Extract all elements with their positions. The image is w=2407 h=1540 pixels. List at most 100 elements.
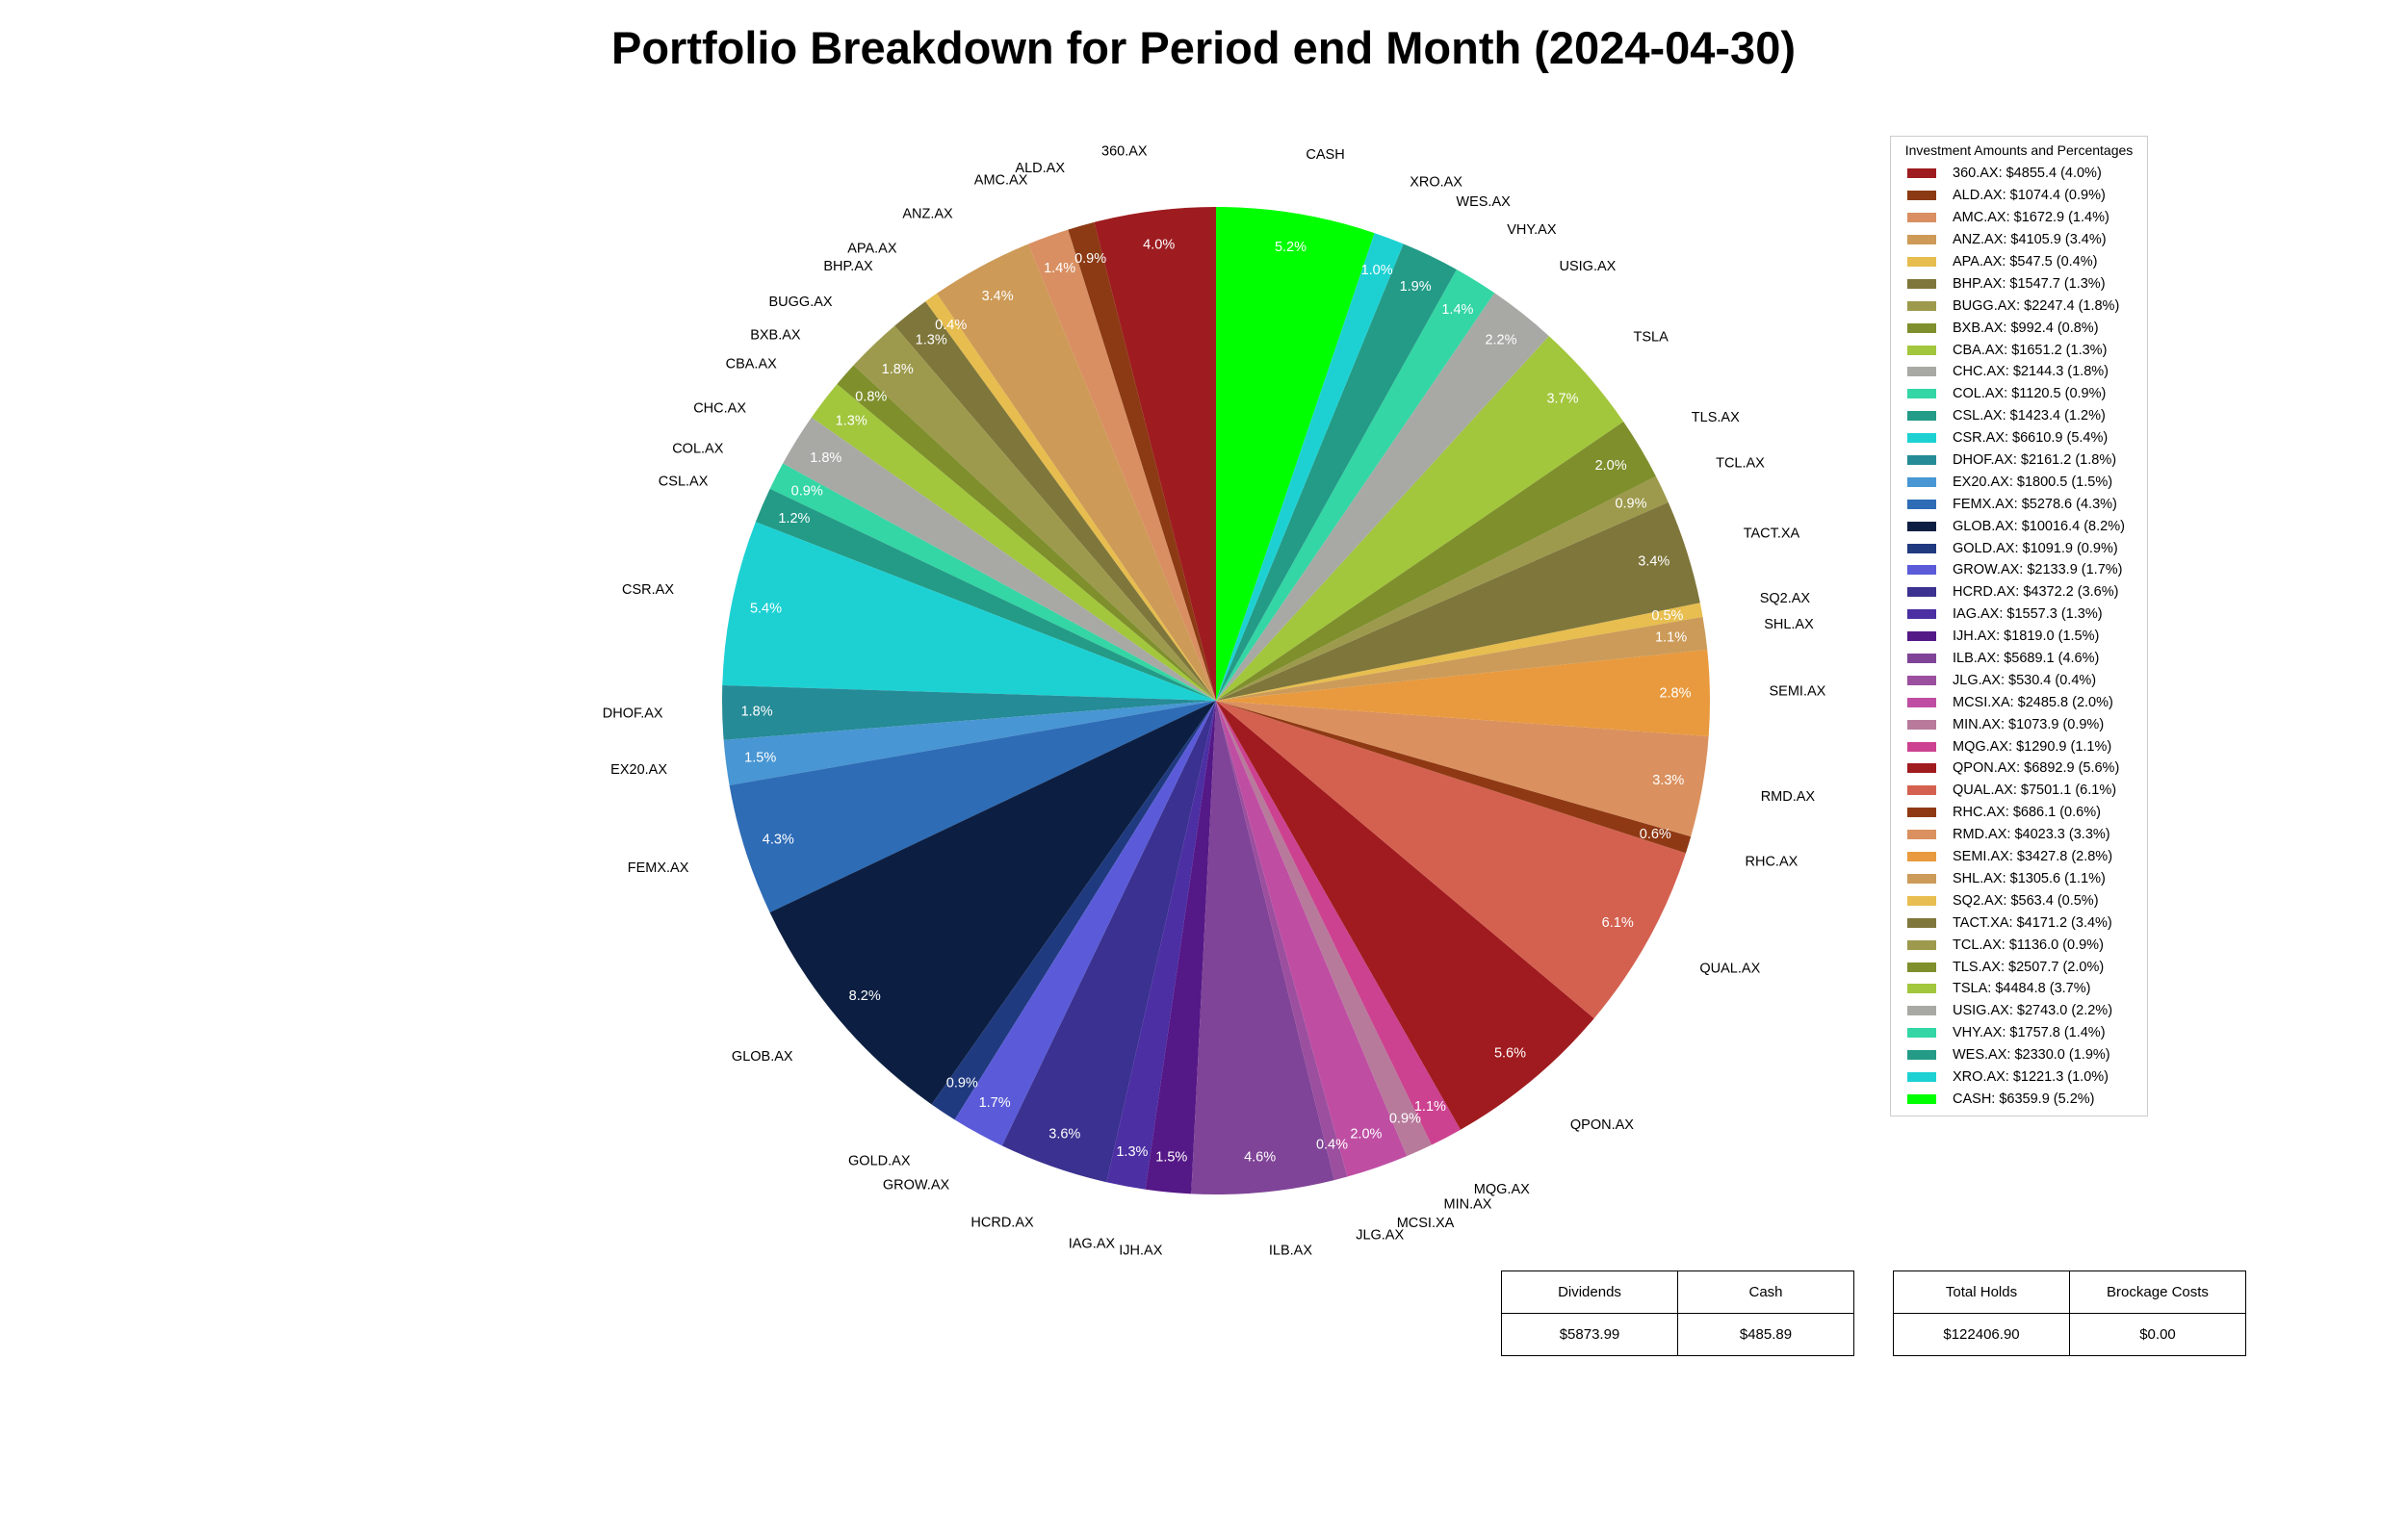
table-header-row: Dividends Cash xyxy=(1501,1270,1854,1314)
pie-slice-label: CHC.AX xyxy=(693,401,746,417)
pie-slice-label: GOLD.AX xyxy=(848,1154,911,1169)
legend-label: XRO.AX: $1221.3 (1.0%) xyxy=(1953,1068,2109,1085)
legend-label: EX20.AX: $1800.5 (1.5%) xyxy=(1953,474,2113,490)
pie-percent-label: 1.8% xyxy=(882,362,914,377)
legend-swatch xyxy=(1907,345,1936,355)
table-header-cell: Brockage Costs xyxy=(2069,1270,2246,1314)
pie-slice-sq2-ax xyxy=(1216,603,1703,701)
legend-swatch xyxy=(1907,962,1936,972)
legend-label: MIN.AX: $1073.9 (0.9%) xyxy=(1953,716,2105,732)
legend-item: XRO.AX: $1221.3 (1.0%) xyxy=(1891,1066,2147,1089)
pie-slice-label: MIN.AX xyxy=(1444,1196,1492,1212)
legend-swatch xyxy=(1907,455,1936,466)
legend-swatch xyxy=(1907,433,1936,444)
legend-swatch xyxy=(1907,411,1936,422)
legend-item: RMD.AX: $4023.3 (3.3%) xyxy=(1891,824,2147,846)
pie-slice-tact-xa xyxy=(1216,501,1700,701)
pie-percent-label: 2.0% xyxy=(1595,458,1627,474)
legend-label: TCL.AX: $1136.0 (0.9%) xyxy=(1953,937,2104,953)
legend-item: SHL.AX: $1305.6 (1.1%) xyxy=(1891,868,2147,890)
pie-percent-label: 0.9% xyxy=(791,484,823,500)
pie-percent-label: 5.4% xyxy=(750,602,782,617)
pie-slice-wes-ax xyxy=(1216,244,1457,702)
pie-percent-label: 1.3% xyxy=(836,414,867,429)
legend-item: DHOF.AX: $2161.2 (1.8%) xyxy=(1891,449,2147,472)
legend-swatch xyxy=(1907,1028,1936,1039)
legend-swatch xyxy=(1907,654,1936,664)
pie-slice-label: XRO.AX xyxy=(1410,175,1462,191)
legend-swatch xyxy=(1907,235,1936,245)
legend-swatch xyxy=(1907,1093,1936,1104)
legend-item: GROW.AX: $2133.9 (1.7%) xyxy=(1891,559,2147,581)
legend-swatch xyxy=(1907,1050,1936,1061)
legend-swatch xyxy=(1907,543,1936,553)
legend-item: SQ2.AX: $563.4 (0.5%) xyxy=(1891,889,2147,911)
legend-swatch xyxy=(1907,565,1936,576)
pie-slice-ex20-ax xyxy=(723,701,1216,785)
legend-swatch xyxy=(1907,830,1936,840)
legend-label: GROW.AX: $2133.9 (1.7%) xyxy=(1953,562,2123,578)
legend-label: IAG.AX: $1557.3 (1.3%) xyxy=(1953,606,2103,623)
legend-item: BHP.AX: $1547.7 (1.3%) xyxy=(1891,272,2147,295)
pie-slice-mcsi-xa xyxy=(1216,701,1408,1177)
legend-item: APA.AX: $547.5 (0.4%) xyxy=(1891,251,2147,273)
legend-label: VHY.AX: $1757.8 (1.4%) xyxy=(1953,1025,2106,1041)
pie-slice-label: GROW.AX xyxy=(883,1177,950,1193)
pie-percent-label: 2.0% xyxy=(1350,1127,1382,1142)
pie-slice-bhp-ax xyxy=(894,301,1216,701)
legend-title: Investment Amounts and Percentages xyxy=(1904,142,2134,158)
legend-swatch xyxy=(1907,1071,1936,1082)
legend-label: SHL.AX: $1305.6 (1.1%) xyxy=(1953,870,2106,886)
pie-percent-label: 2.8% xyxy=(1659,685,1691,701)
pie-slice-glob-ax xyxy=(769,701,1216,1105)
legend-label: CHC.AX: $2144.3 (1.8%) xyxy=(1953,364,2109,380)
legend-item: TCL.AX: $1136.0 (0.9%) xyxy=(1891,934,2147,956)
pie-percent-label: 3.3% xyxy=(1652,773,1684,788)
pie-percent-label: 0.4% xyxy=(935,318,967,333)
pie-slice-label: WES.AX xyxy=(1456,194,1511,210)
legend-label: CSL.AX: $1423.4 (1.2%) xyxy=(1953,408,2106,424)
pie-percent-label: 0.8% xyxy=(855,390,887,405)
pie-slice-label: HCRD.AX xyxy=(971,1215,1034,1230)
legend-item: QUAL.AX: $7501.1 (6.1%) xyxy=(1891,780,2147,802)
legend-item: ALD.AX: $1074.4 (0.9%) xyxy=(1891,185,2147,207)
pie-slice-col-ax xyxy=(769,463,1216,701)
legend-swatch xyxy=(1907,785,1936,796)
legend-swatch xyxy=(1907,191,1936,201)
legend-item: FEMX.AX: $5278.6 (4.3%) xyxy=(1891,493,2147,515)
legend-swatch xyxy=(1907,389,1936,399)
table-cell: $485.89 xyxy=(1677,1313,1854,1356)
pie-slice-label: VHY.AX xyxy=(1507,222,1557,238)
legend-item: ILB.AX: $5689.1 (4.6%) xyxy=(1891,648,2147,670)
pie-percent-label: 3.7% xyxy=(1546,392,1578,407)
legend-item: MCSI.XA: $2485.8 (2.0%) xyxy=(1891,691,2147,713)
legend-swatch xyxy=(1907,1006,1936,1016)
legend-item: SEMI.AX: $3427.8 (2.8%) xyxy=(1891,846,2147,868)
legend-swatch xyxy=(1907,719,1936,730)
legend-swatch xyxy=(1907,697,1936,707)
pie-slice-iag-ax xyxy=(1106,701,1216,1190)
legend: Investment Amounts and Percentages 360.A… xyxy=(1890,136,2148,1117)
pie-slice-cba-ax xyxy=(811,384,1216,701)
pie-slice-label: RHC.AX xyxy=(1746,855,1799,870)
legend-swatch xyxy=(1907,808,1936,818)
legend-label: ALD.AX: $1074.4 (0.9%) xyxy=(1953,188,2106,204)
chart-title: Portfolio Breakdown for Period end Month… xyxy=(611,22,1796,73)
legend-item: BUGG.AX: $2247.4 (1.8%) xyxy=(1891,295,2147,317)
legend-item: MQG.AX: $1290.9 (1.1%) xyxy=(1891,735,2147,757)
legend-label: CBA.AX: $1651.2 (1.3%) xyxy=(1953,342,2108,358)
pie-slice-label: TCL.AX xyxy=(1716,456,1765,472)
legend-label: MQG.AX: $1290.9 (1.1%) xyxy=(1953,738,2112,755)
legend-swatch xyxy=(1907,631,1936,642)
legend-label: WES.AX: $2330.0 (1.9%) xyxy=(1953,1047,2110,1064)
legend-item: IAG.AX: $1557.3 (1.3%) xyxy=(1891,603,2147,626)
legend-label: JLG.AX: $530.4 (0.4%) xyxy=(1953,672,2097,688)
pie-slice-cash xyxy=(1216,207,1375,701)
legend-item: CSR.AX: $6610.9 (5.4%) xyxy=(1891,427,2147,449)
pie-slice-label: CSR.AX xyxy=(622,582,674,598)
pie-slice-label: ILB.AX xyxy=(1269,1244,1312,1259)
legend-items: 360.AX: $4855.4 (4.0%) ALD.AX: $1074.4 (0… xyxy=(1891,163,2147,1110)
pie-slice-min-ax xyxy=(1216,701,1432,1157)
pie-percent-labels: 4.0%0.9%1.4%3.4%0.4%1.3%1.8%0.8%1.3%1.8%… xyxy=(741,237,1692,1165)
